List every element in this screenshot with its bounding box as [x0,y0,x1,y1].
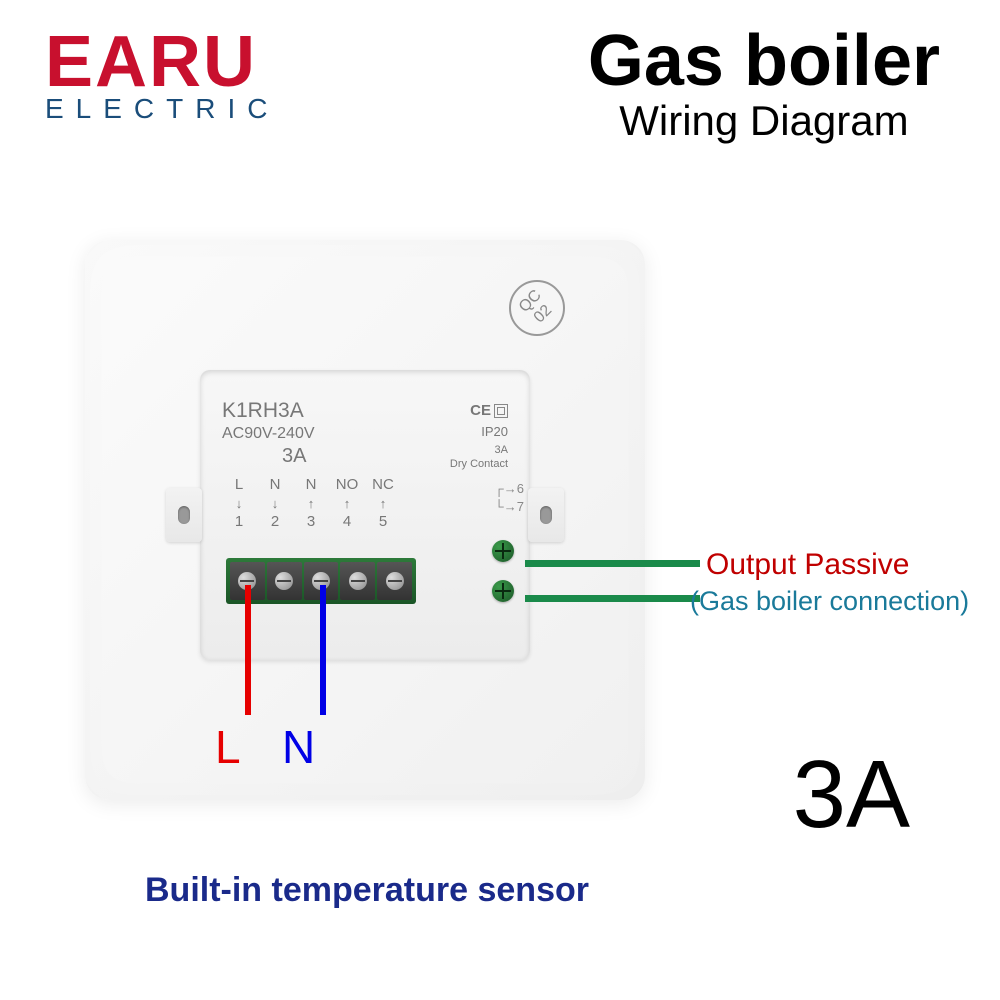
contact-type: 3A Dry Contact [450,444,508,472]
ce-mark: CE [470,402,491,421]
voltage-rating: AC90V-240V [222,424,315,444]
output-label-connection: (Gas boiler connection) [690,586,969,617]
ip-rating: IP20 [481,424,508,444]
output-screw-7 [492,580,514,602]
mount-tab-left [166,488,202,542]
module-label-area: K1RH3A CE AC90V-240V IP20 3A 3A Dry Cont… [222,398,508,532]
live-wire-label: L [215,720,241,774]
output-label-passive: Output Passive [706,548,909,582]
logo-sub: ELECTRIC [45,93,279,125]
cert-block: CE [470,402,508,421]
title-sub: Wiring Diagram [588,97,940,145]
sensor-note: Built-in temperature sensor [145,871,589,910]
output-screws [492,540,514,602]
amp-rating-label: 3A [222,444,306,472]
mount-tab-right [528,488,564,542]
neutral-wire [320,585,326,715]
title-main: Gas boiler [588,20,940,102]
qc-stamp: QC 02 [497,268,576,347]
output-wire-2 [525,595,700,602]
logo-main: EARU [45,30,279,95]
side-terminal-labels: ┌→6 └→7 [495,480,524,516]
terminal-5 [377,562,412,600]
title-block: Gas boiler Wiring Diagram [588,20,940,145]
terminal-labels-row: L1 N2 N3 NO4 NC5 [222,476,508,532]
amp-rating-large: 3A [793,740,910,850]
live-wire [245,585,251,715]
output-wire-1 [525,560,700,567]
device-backplate: QC 02 K1RH3A CE AC90V-240V IP20 3A 3A Dr… [85,240,645,800]
model-number: K1RH3A [222,398,304,424]
neutral-wire-label: N [282,720,315,774]
brand-logo: EARU ELECTRIC [45,30,279,125]
terminal-4 [340,562,375,600]
terminal-2 [267,562,302,600]
output-screw-6 [492,540,514,562]
